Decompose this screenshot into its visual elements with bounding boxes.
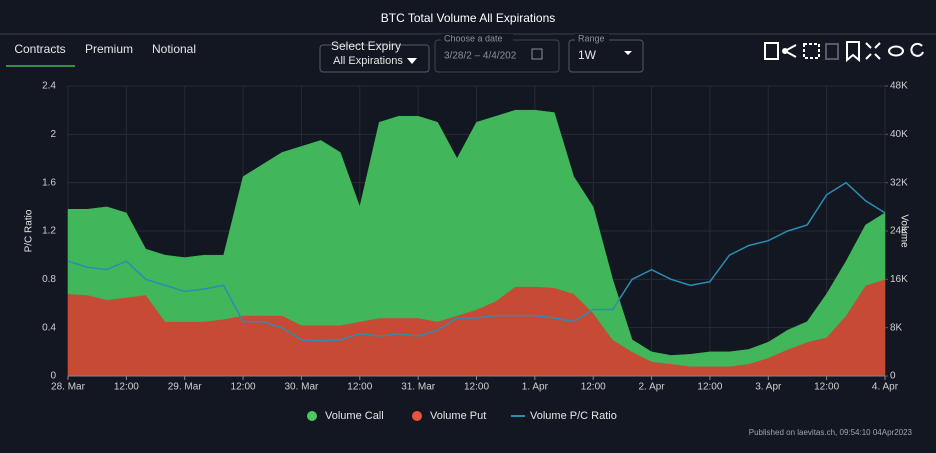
x-tick-label: 12:00 (697, 382, 722, 393)
legend-label: Volume Call (325, 410, 384, 422)
legend-marker (412, 411, 422, 421)
legend-label: Volume P/C Ratio (530, 410, 617, 422)
legend-marker (307, 411, 317, 421)
x-tick-label: 12:00 (231, 382, 256, 393)
y-tick-label: 0 (50, 371, 56, 382)
x-tick-label: 12:00 (464, 382, 489, 393)
icon-pdf[interactable] (825, 43, 839, 60)
y2-tick-label: 16K (890, 274, 908, 285)
expiry-select[interactable] (319, 44, 430, 73)
footer: Published on laevitas.ch, 09:54:10 04Apr… (749, 428, 913, 437)
dropdown-arrow (407, 58, 417, 64)
expiry-label: Select Expiry (331, 39, 401, 53)
area (67, 109, 886, 367)
toolbar (764, 41, 924, 63)
dropdown-arrow (624, 51, 632, 55)
y-axis-title: P/C Ratio (24, 209, 35, 252)
icon-bookmark[interactable] (846, 41, 860, 63)
y-tick-label: 0.4 (42, 322, 56, 333)
icon-share-lines (784, 44, 797, 58)
legend-label: Volume Put (430, 410, 486, 422)
y2-tick-label: 32K (890, 177, 908, 188)
range-value: 1W (578, 48, 597, 62)
line (67, 181, 886, 342)
plot: 0 0.4 0.8 1.2 1.6 2 2.4 0 8K 16K 24K 32K 40K 48K 28. M… (42, 81, 908, 422)
expiry-value: All Expirations (333, 55, 403, 67)
y-tick-label: 1.2 (42, 226, 56, 237)
x-tick-label: 2. Apr (639, 382, 666, 393)
icon-eye[interactable] (888, 45, 904, 57)
x-tick-label: 12:00 (114, 382, 139, 393)
y-tick-label: 1.6 (42, 177, 56, 188)
x-tick-label: 29. Mar (168, 382, 203, 393)
label-bg (441, 34, 513, 44)
x-tick-label: 4. Apr (872, 382, 899, 393)
label-bg (575, 34, 609, 44)
tab[interactable]: Contracts (14, 42, 65, 56)
y2-axis-title: Volume (898, 214, 909, 248)
y2-tick-label: 48K (890, 81, 908, 92)
range-label: Range (578, 33, 605, 43)
icon-screenshot[interactable] (803, 43, 820, 59)
date-label: Choose a date (444, 33, 503, 43)
y2-tick-label: 8K (890, 322, 903, 333)
x-tick-label: 12:00 (347, 382, 372, 393)
chart-title: BTC Total Volume All Expirations (381, 11, 556, 25)
icon-refresh[interactable] (910, 42, 924, 57)
tab[interactable]: Premium (85, 42, 133, 56)
x-tick-label: 1. Apr (522, 382, 549, 393)
x-tick-label: 31. Mar (401, 382, 436, 393)
x-tick-label: 3. Apr (755, 382, 782, 393)
y2-tick-label: 40K (890, 129, 908, 140)
date-value: 3/28/2 – 4/4/202 (444, 51, 517, 62)
x-tick-label: 12:00 (814, 382, 839, 393)
x-tick-label: 12:00 (581, 382, 606, 393)
y-tick-label: 0.8 (42, 274, 56, 285)
y2-tick-label: 0 (890, 371, 896, 382)
icon-export[interactable] (764, 42, 779, 60)
x-tick-label: 30. Mar (284, 382, 319, 393)
calendar-icon (531, 48, 543, 60)
icon-fullscreen[interactable] (865, 42, 881, 60)
tab[interactable]: Notional (152, 42, 196, 56)
y-tick-label: 2 (50, 129, 56, 140)
y2-tick-label: 24K (890, 226, 908, 237)
x-tick-label: 28. Mar (51, 382, 86, 393)
y-tick-label: 2.4 (42, 81, 56, 92)
